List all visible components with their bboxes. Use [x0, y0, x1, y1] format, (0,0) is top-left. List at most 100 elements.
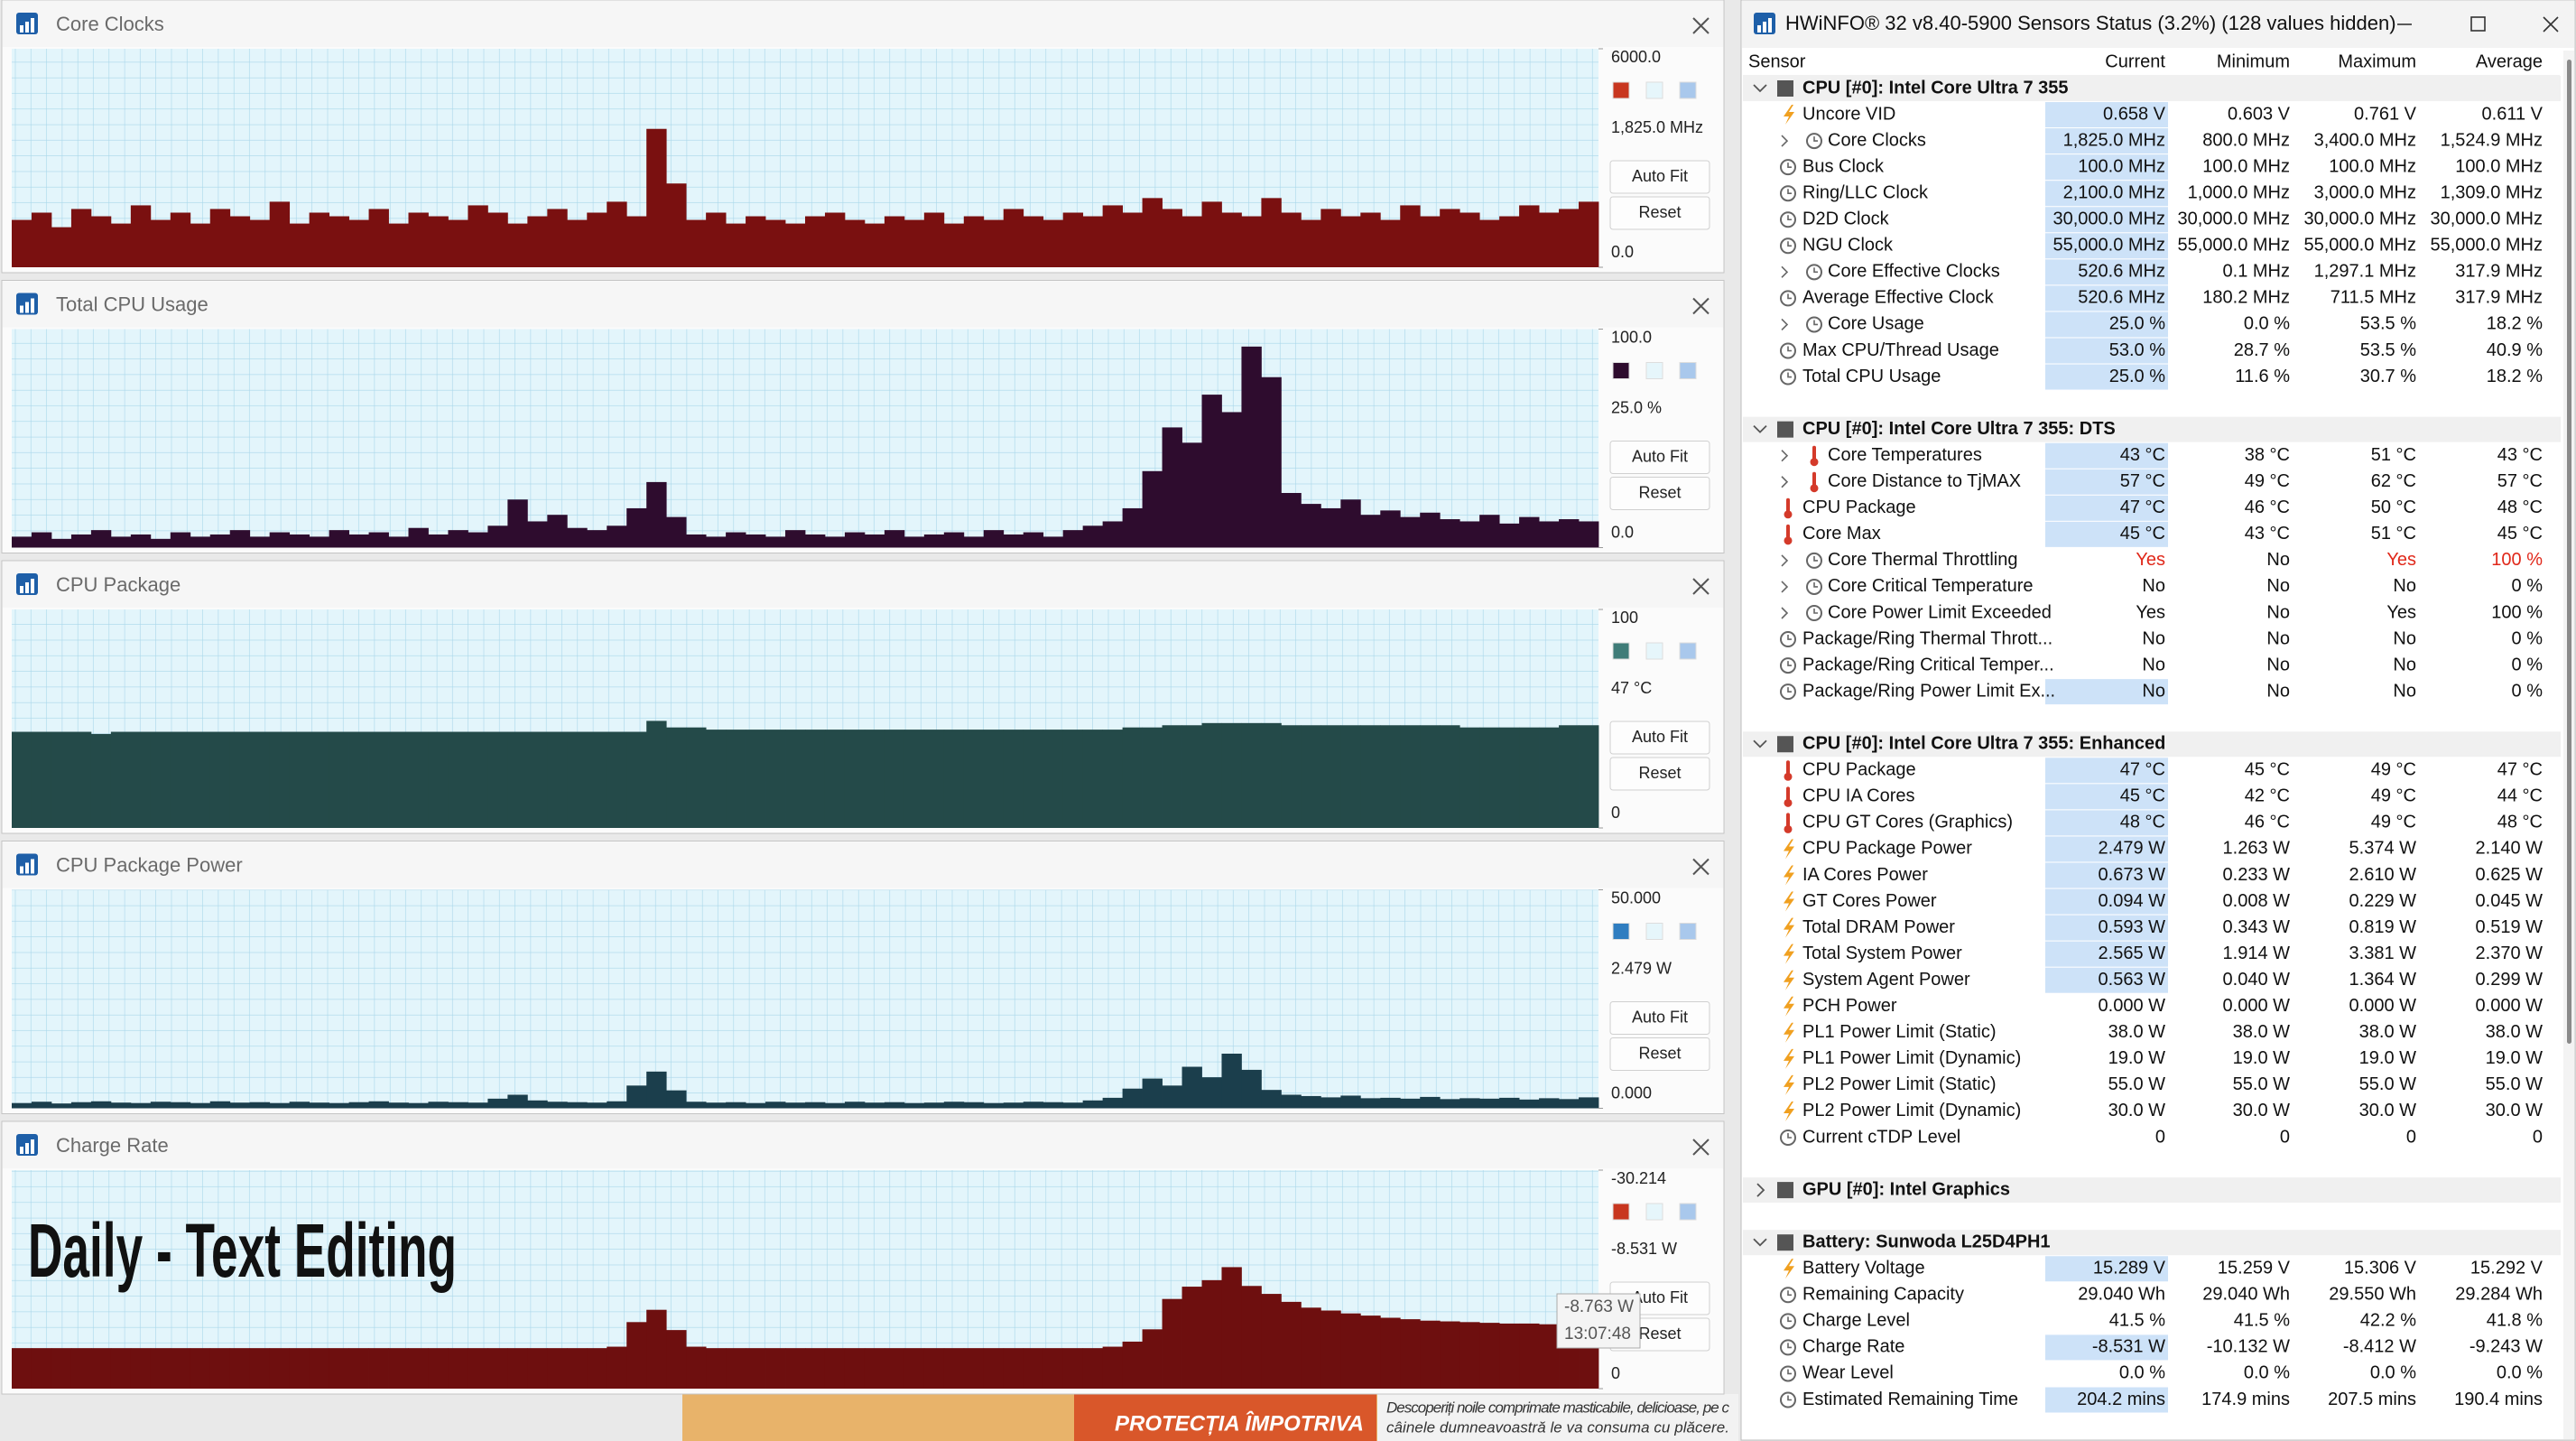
scrollbar-thumb[interactable] [2567, 60, 2571, 1044]
bar [1519, 1323, 1540, 1389]
sensor-value: 2.479 W [2099, 839, 2166, 859]
column-header: Minimum [2217, 51, 2290, 71]
sensor-value: No [2393, 628, 2416, 648]
app-icon-bar [1768, 18, 1772, 33]
bar [209, 1101, 231, 1109]
maximize-button[interactable] [2470, 16, 2486, 32]
temp-bulb [1810, 484, 1819, 493]
row-toggle[interactable] [1781, 135, 1789, 147]
clock-icon [1780, 631, 1796, 648]
sensor-value: 41.8 % [2487, 1311, 2543, 1331]
value-highlight [2045, 181, 2168, 207]
bar [765, 1348, 786, 1389]
current-value: 47 °C [1611, 679, 1652, 697]
color-swatch[interactable] [1645, 1203, 1663, 1221]
graph-button[interactable] [1609, 1001, 1710, 1035]
color-swatch[interactable] [1679, 642, 1697, 660]
close-button[interactable] [1692, 297, 1710, 315]
row-toggle[interactable] [1781, 554, 1789, 567]
bar [1142, 198, 1163, 267]
clock-icon [1780, 657, 1796, 674]
color-swatch[interactable] [1645, 642, 1663, 660]
bar [923, 534, 945, 548]
app-icon-bar [1757, 25, 1761, 33]
color-swatch[interactable] [1612, 1203, 1630, 1221]
color-swatch[interactable] [1645, 923, 1663, 940]
row-toggle[interactable] [1781, 607, 1789, 619]
graph-button[interactable] [1609, 720, 1710, 755]
bar [1380, 219, 1401, 267]
bar [1479, 1098, 1500, 1109]
bar [1420, 1096, 1441, 1109]
group-toggle[interactable] [1753, 84, 1767, 93]
color-swatch[interactable] [1679, 923, 1697, 940]
bar [487, 525, 508, 548]
bar [686, 534, 707, 548]
bar [1241, 1286, 1262, 1389]
color-swatch[interactable] [1612, 81, 1630, 99]
bar [1499, 523, 1520, 548]
graph-button[interactable] [1609, 477, 1710, 510]
row-toggle[interactable] [1781, 318, 1789, 331]
graph-button[interactable] [1609, 196, 1710, 230]
close-button[interactable] [1692, 858, 1710, 876]
bar [1042, 1348, 1064, 1389]
clock-icon [1780, 1287, 1796, 1304]
bar [1579, 725, 1599, 828]
column-header: Sensor [1748, 51, 1806, 71]
row-toggle[interactable] [1781, 476, 1789, 488]
bar [963, 1102, 985, 1109]
group-toggle[interactable] [1753, 425, 1767, 433]
color-swatch[interactable] [1679, 362, 1697, 379]
clock-hand [1787, 293, 1792, 300]
color-swatch[interactable] [1645, 81, 1663, 99]
value-highlight [2045, 1256, 2168, 1282]
sensor-value: 30,000.0 MHz [2052, 209, 2165, 229]
color-swatch[interactable] [1612, 642, 1630, 660]
chip-icon [1777, 80, 1793, 97]
value-highlight [2045, 758, 2168, 784]
value-highlight [2045, 1334, 2168, 1361]
y-tick-label: 0.0 [1611, 523, 1634, 541]
y-tick-label: 0 [1611, 1364, 1620, 1382]
bar [150, 1102, 171, 1109]
graph-button[interactable] [1609, 441, 1710, 474]
bar [1181, 1066, 1202, 1109]
color-swatch[interactable] [1679, 81, 1697, 99]
sensor-label: Max CPU/Thread Usage [1802, 340, 1999, 360]
bar [309, 731, 329, 828]
value-highlight [2045, 888, 2168, 915]
color-swatch[interactable] [1679, 1203, 1697, 1221]
row-toggle[interactable] [1781, 450, 1789, 462]
color-swatch[interactable] [1612, 923, 1630, 940]
graph-button[interactable] [1609, 757, 1710, 791]
bar [249, 536, 271, 548]
sensor-value: 204.2 mins [2077, 1390, 2165, 1409]
close-button[interactable] [1692, 1139, 1710, 1156]
color-swatch[interactable] [1612, 362, 1630, 379]
bar [1122, 507, 1143, 548]
bar [1459, 727, 1480, 828]
bar [130, 534, 152, 548]
color-swatch[interactable] [1645, 362, 1663, 379]
sensor-label: Core Max [1802, 524, 1881, 544]
graph-button[interactable] [1609, 160, 1710, 194]
close-button[interactable] [2543, 16, 2559, 33]
close-button[interactable] [1692, 17, 1710, 34]
close-button[interactable] [1692, 578, 1710, 595]
sensor-value: No [2266, 681, 2290, 701]
bar [368, 209, 389, 267]
bar [1420, 1320, 1441, 1389]
bar [1082, 730, 1104, 828]
row-toggle[interactable] [1781, 581, 1789, 593]
group-toggle[interactable] [1753, 739, 1767, 748]
clock-icon [1806, 133, 1822, 150]
group-toggle[interactable] [1756, 1183, 1765, 1197]
group-toggle[interactable] [1753, 1238, 1767, 1247]
sensor-value: 800.0 MHz [2202, 130, 2290, 150]
graph-button[interactable] [1609, 1037, 1710, 1071]
ad-banner-mid [1074, 1394, 1376, 1441]
bar [1062, 730, 1084, 828]
row-toggle[interactable] [1781, 265, 1789, 278]
current-value: 2.479 W [1611, 959, 1672, 977]
